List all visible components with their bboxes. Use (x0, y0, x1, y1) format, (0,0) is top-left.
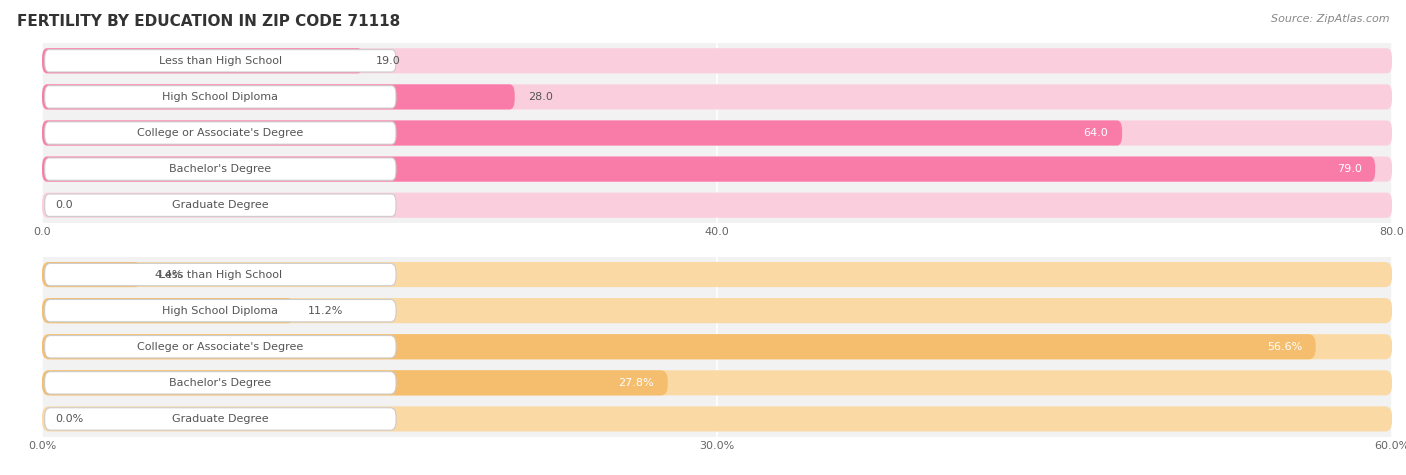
Text: College or Associate's Degree: College or Associate's Degree (138, 128, 304, 138)
Text: 28.0: 28.0 (529, 92, 553, 102)
Text: 19.0: 19.0 (377, 56, 401, 66)
FancyBboxPatch shape (42, 48, 363, 73)
FancyBboxPatch shape (42, 121, 1392, 145)
Text: 56.6%: 56.6% (1267, 342, 1302, 352)
FancyBboxPatch shape (42, 407, 1392, 431)
FancyBboxPatch shape (45, 371, 396, 394)
FancyBboxPatch shape (42, 262, 1392, 287)
FancyBboxPatch shape (45, 158, 396, 180)
Text: Source: ZipAtlas.com: Source: ZipAtlas.com (1271, 14, 1389, 24)
Text: Graduate Degree: Graduate Degree (172, 414, 269, 424)
Text: Less than High School: Less than High School (159, 56, 283, 66)
FancyBboxPatch shape (45, 86, 396, 108)
FancyBboxPatch shape (42, 85, 515, 109)
Text: 27.8%: 27.8% (619, 378, 654, 388)
Text: 64.0: 64.0 (1084, 128, 1108, 138)
Text: 4.4%: 4.4% (155, 269, 183, 280)
FancyBboxPatch shape (42, 298, 294, 323)
Text: FERTILITY BY EDUCATION IN ZIP CODE 71118: FERTILITY BY EDUCATION IN ZIP CODE 71118 (17, 14, 401, 29)
FancyBboxPatch shape (42, 48, 1392, 73)
FancyBboxPatch shape (42, 298, 1392, 323)
Text: 0.0%: 0.0% (56, 414, 84, 424)
Text: Bachelor's Degree: Bachelor's Degree (169, 164, 271, 174)
FancyBboxPatch shape (42, 85, 1392, 109)
FancyBboxPatch shape (45, 335, 396, 358)
Text: Bachelor's Degree: Bachelor's Degree (169, 378, 271, 388)
FancyBboxPatch shape (42, 334, 1316, 359)
FancyBboxPatch shape (45, 122, 396, 144)
FancyBboxPatch shape (45, 299, 396, 322)
Text: 0.0: 0.0 (56, 200, 73, 210)
FancyBboxPatch shape (45, 49, 396, 72)
FancyBboxPatch shape (42, 334, 1392, 359)
FancyBboxPatch shape (45, 408, 396, 430)
Text: College or Associate's Degree: College or Associate's Degree (138, 342, 304, 352)
Text: 11.2%: 11.2% (308, 305, 343, 316)
Text: High School Diploma: High School Diploma (162, 92, 278, 102)
FancyBboxPatch shape (42, 370, 668, 395)
Text: Less than High School: Less than High School (159, 269, 283, 280)
FancyBboxPatch shape (45, 194, 396, 217)
FancyBboxPatch shape (42, 262, 142, 287)
FancyBboxPatch shape (45, 263, 396, 286)
FancyBboxPatch shape (42, 157, 1375, 181)
FancyBboxPatch shape (42, 193, 1392, 218)
FancyBboxPatch shape (42, 370, 1392, 395)
FancyBboxPatch shape (42, 121, 1122, 145)
Text: 79.0: 79.0 (1337, 164, 1361, 174)
Text: Graduate Degree: Graduate Degree (172, 200, 269, 210)
FancyBboxPatch shape (42, 157, 1392, 181)
Text: High School Diploma: High School Diploma (162, 305, 278, 316)
